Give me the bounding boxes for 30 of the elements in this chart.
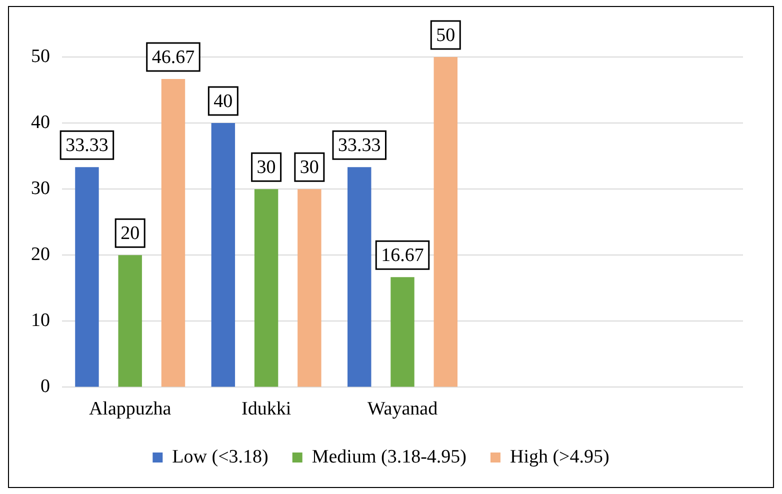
y-tick-label: 50	[31, 46, 50, 67]
bar	[211, 123, 236, 387]
data-label: 33.33	[66, 135, 108, 156]
data-label: 40	[214, 91, 233, 112]
x-tick-label: Idukki	[241, 398, 292, 420]
bar	[254, 189, 278, 387]
y-tick-label: 0	[40, 376, 50, 398]
bar	[298, 189, 322, 387]
data-label: 46.67	[152, 46, 195, 68]
legend-label: Low (<3.18)	[172, 446, 268, 468]
data-label: 30	[256, 157, 276, 178]
data-label: 30	[300, 157, 319, 178]
y-tick-label: 20	[31, 244, 50, 266]
data-label: 20	[120, 223, 140, 244]
data-label: 33.33	[338, 135, 381, 156]
y-tick-label: 30	[31, 178, 50, 200]
bar	[118, 255, 142, 387]
bar	[390, 277, 414, 387]
bar	[434, 57, 458, 387]
bar	[161, 78, 186, 387]
x-tick-label: Wayanad	[367, 398, 438, 420]
y-tick-label: 10	[31, 310, 50, 332]
x-tick-label: Alappuzha	[88, 398, 172, 420]
bar	[75, 167, 99, 387]
y-tick-label: 40	[31, 112, 50, 134]
legend-label: Medium (3.18-4.95)	[312, 446, 466, 468]
legend-label: High (>4.95)	[510, 446, 610, 468]
data-label: 16.67	[381, 245, 424, 266]
data-label: 50	[436, 24, 456, 46]
bar	[348, 167, 372, 387]
